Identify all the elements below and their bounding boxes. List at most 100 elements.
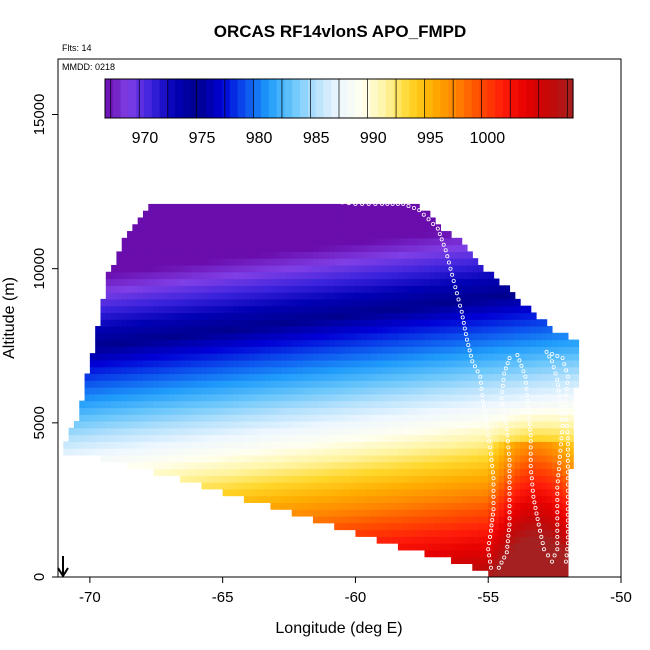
heatmap-cell xyxy=(275,217,282,225)
track-point xyxy=(550,351,555,356)
heatmap-cell xyxy=(105,353,112,361)
heatmap-cell xyxy=(323,231,330,239)
heatmap-cell xyxy=(190,224,197,232)
heatmap-cell xyxy=(360,482,367,490)
heatmap-cell xyxy=(530,420,537,429)
heatmap-cell xyxy=(142,319,149,327)
heatmap-cell xyxy=(259,305,266,314)
heatmap-cell xyxy=(557,549,564,558)
heatmap-cell xyxy=(227,400,234,409)
heatmap-cell xyxy=(562,482,569,490)
heatmap-cell xyxy=(180,319,187,327)
heatmap-cell xyxy=(312,312,319,320)
heatmap-cell xyxy=(509,441,516,449)
heatmap-cell xyxy=(302,346,309,354)
heatmap-cell xyxy=(344,434,351,442)
heatmap-cell xyxy=(137,400,144,409)
heatmap-cell xyxy=(307,292,314,300)
heatmap-cell xyxy=(111,454,118,463)
heatmap-cell xyxy=(376,312,383,320)
heatmap-cell xyxy=(551,543,558,551)
track-point xyxy=(180,198,185,203)
heatmap-cell xyxy=(424,298,431,307)
heatmap-cell xyxy=(445,434,452,442)
heatmap-cell xyxy=(376,251,383,259)
heatmap-cell xyxy=(424,332,431,341)
heatmap-cell xyxy=(387,407,394,415)
heatmap-cell xyxy=(562,502,569,510)
heatmap-cell xyxy=(201,271,208,280)
heatmap-cell xyxy=(482,298,489,307)
heatmap-cell xyxy=(137,326,144,334)
heatmap-cell xyxy=(525,339,532,347)
heatmap-cell xyxy=(419,380,426,388)
heatmap-cell xyxy=(493,475,500,483)
heatmap-cell xyxy=(121,264,128,273)
heatmap-cell xyxy=(504,468,511,476)
heatmap-cell xyxy=(105,441,112,449)
heatmap-cell xyxy=(174,420,181,429)
heatmap-cell xyxy=(307,359,314,368)
heatmap-cell xyxy=(504,387,511,395)
heatmap-cell xyxy=(387,298,394,307)
heatmap-cell xyxy=(482,529,489,537)
heatmap-cell xyxy=(270,400,277,409)
heatmap-cell xyxy=(392,387,399,395)
heatmap-cell xyxy=(286,393,293,402)
heatmap-cell xyxy=(371,454,378,463)
heatmap-cell xyxy=(323,448,330,456)
heatmap-cell xyxy=(440,543,447,551)
heatmap-cell xyxy=(498,448,505,456)
heatmap-cell xyxy=(350,448,357,456)
heatmap-cell xyxy=(557,420,564,429)
heatmap-cell xyxy=(435,359,442,368)
heatmap-cell xyxy=(169,373,176,381)
heatmap-cell xyxy=(328,407,335,415)
heatmap-cell xyxy=(403,420,410,429)
heatmap-cell xyxy=(132,346,139,354)
heatmap-cell xyxy=(233,285,240,293)
heatmap-cell xyxy=(73,448,80,456)
heatmap-cell xyxy=(381,468,388,476)
track-point xyxy=(565,518,570,523)
heatmap-cell xyxy=(297,217,303,225)
heatmap-cell xyxy=(286,203,293,212)
heatmap-cell xyxy=(291,359,298,368)
heatmap-cell xyxy=(196,326,202,334)
heatmap-cell xyxy=(403,210,410,219)
heatmap-cell xyxy=(392,278,399,286)
heatmap-cell xyxy=(212,203,218,212)
heatmap-cell xyxy=(350,393,357,402)
heatmap-cell xyxy=(233,400,240,409)
heatmap-cell xyxy=(312,488,319,497)
heatmap-cell xyxy=(488,529,495,537)
heatmap-cell xyxy=(217,285,224,293)
heatmap-cell xyxy=(259,400,266,409)
heatmap-cell xyxy=(227,373,234,381)
heatmap-cell xyxy=(498,515,505,524)
heatmap-cell xyxy=(212,427,218,436)
heatmap-cell xyxy=(297,434,303,442)
heatmap-cell xyxy=(265,441,272,449)
heatmap-cell xyxy=(286,434,293,442)
heatmap-cell xyxy=(158,292,165,300)
heatmap-cell xyxy=(169,237,176,246)
heatmap-cell xyxy=(249,420,256,429)
heatmap-cell xyxy=(472,366,479,375)
heatmap-cell xyxy=(525,305,532,314)
track-point xyxy=(555,528,560,533)
heatmap-cell xyxy=(466,387,473,395)
heatmap-cell xyxy=(557,339,564,347)
heatmap-cell xyxy=(451,543,457,551)
heatmap-cell xyxy=(254,339,261,347)
heatmap-cell xyxy=(302,366,309,375)
heatmap-cell xyxy=(153,278,160,286)
heatmap-cell xyxy=(456,244,463,252)
heatmap-cell xyxy=(243,454,250,463)
heatmap-cell xyxy=(217,203,224,212)
heatmap-cell xyxy=(238,427,245,436)
heatmap-cell xyxy=(397,278,404,286)
heatmap-cell xyxy=(95,427,102,436)
heatmap-cell xyxy=(541,454,548,463)
heatmap-cell xyxy=(536,359,542,368)
